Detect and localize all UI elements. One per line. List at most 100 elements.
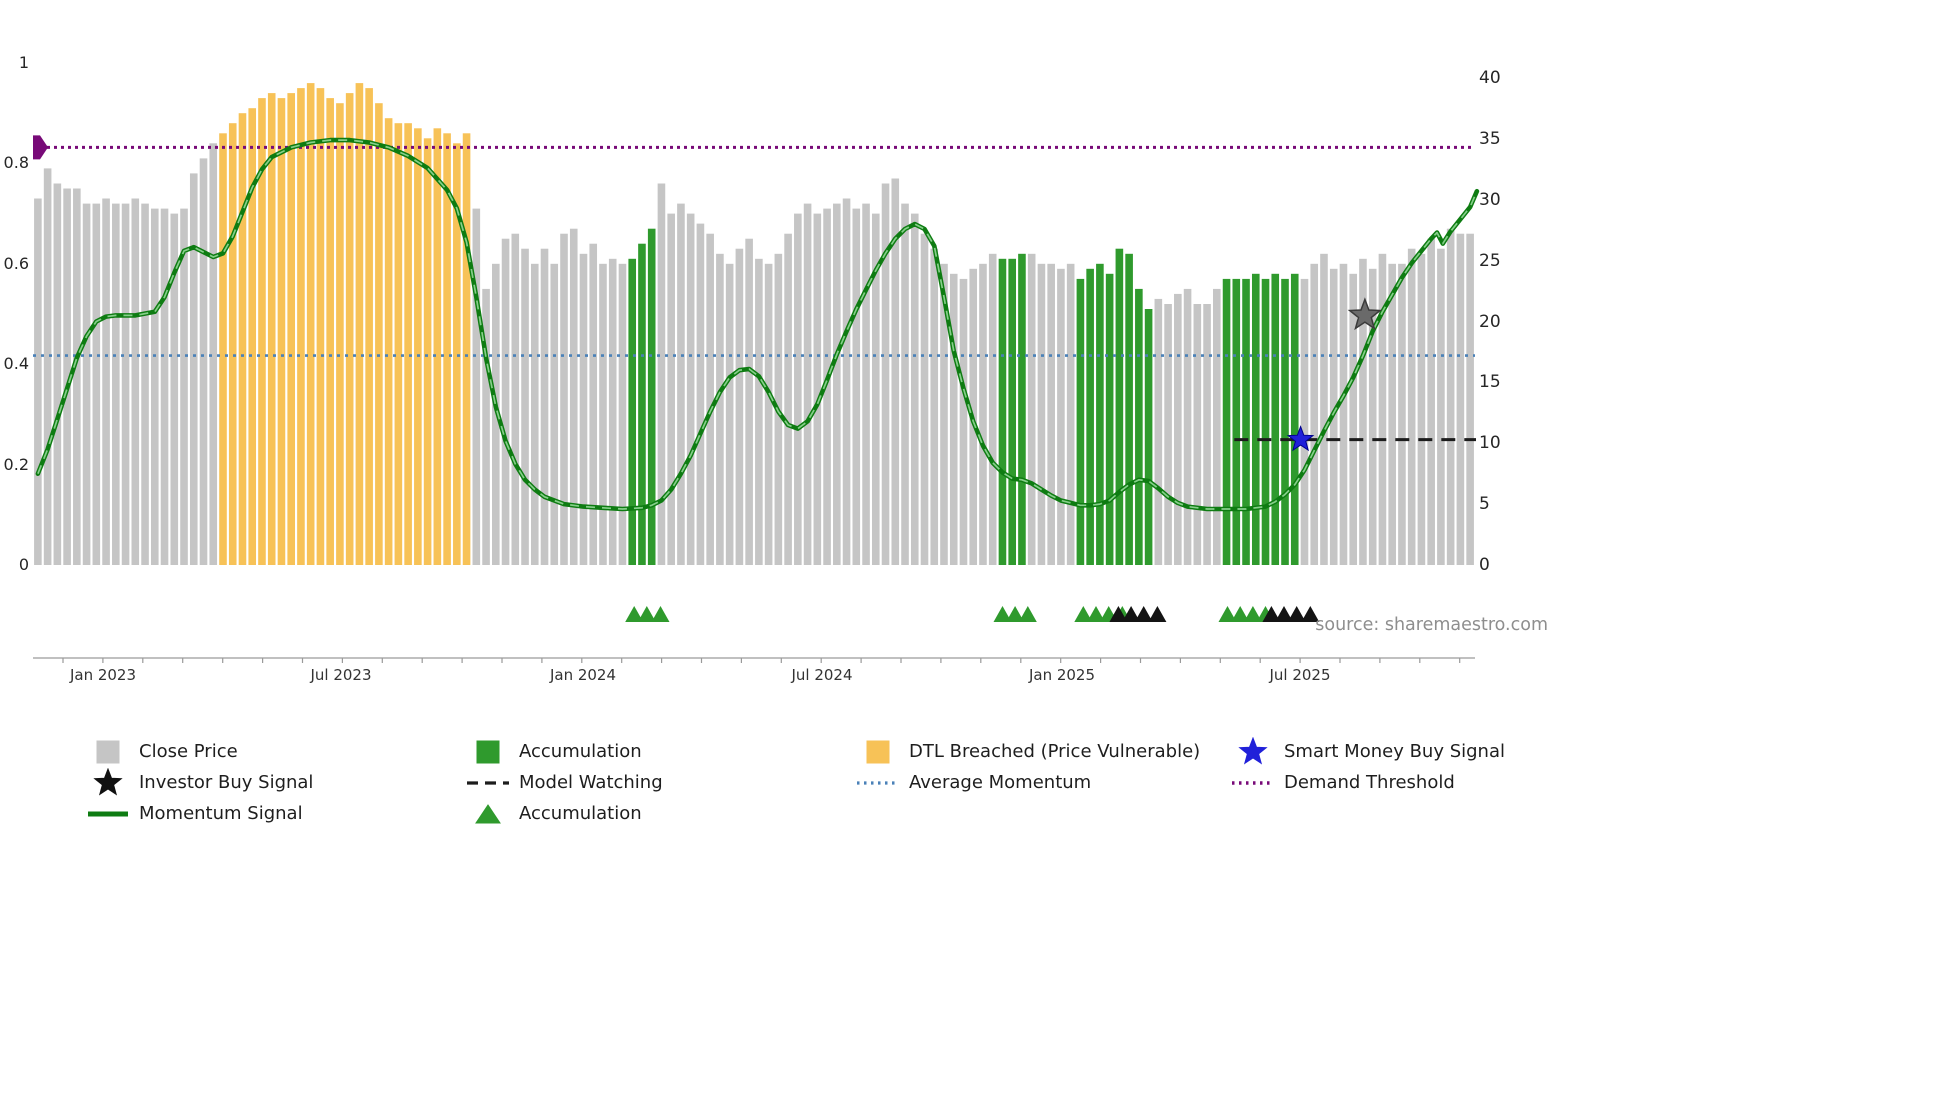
- price-bar: [755, 258, 763, 565]
- price-bar: [180, 208, 188, 565]
- price-bar: [998, 258, 1007, 565]
- price-bar: [219, 133, 227, 566]
- accumulation-triangle: [1006, 606, 1025, 622]
- price-bar: [189, 173, 198, 565]
- smart-money-star-icon: [1238, 736, 1268, 764]
- price-bar: [258, 98, 266, 565]
- price-bar: [1446, 228, 1455, 565]
- price-bar: [550, 263, 559, 565]
- price-bar: [1359, 258, 1367, 565]
- momentum-line-icon: [88, 811, 128, 816]
- price-bar: [131, 198, 140, 565]
- price-bar: [1008, 258, 1016, 565]
- price-bar: [277, 98, 286, 565]
- price-bar: [414, 128, 422, 566]
- price-bar: [1154, 298, 1163, 565]
- legend-label-demand-threshold: Demand Threshold: [1284, 772, 1455, 793]
- price-bar: [1427, 238, 1435, 565]
- price-bar: [336, 103, 344, 565]
- price-bar: [73, 188, 81, 565]
- x-axis-tick-label: Jul 2024: [791, 666, 853, 684]
- y-axis-tick-label: 0: [18, 555, 29, 574]
- average-momentum-dot-icon: [857, 780, 899, 785]
- close-price-swatch: [85, 740, 131, 764]
- price-bar: [43, 168, 52, 565]
- left-axis: 1 0.8 0.6 0.4 0.2 0: [0, 0, 30, 700]
- x-axis-tick-label: Jan 2024: [549, 666, 617, 684]
- price-bar: [979, 263, 987, 565]
- momentum-signal-swatch: [85, 808, 131, 820]
- legend-label-dtl-breached: DTL Breached (Price Vulnerable): [909, 741, 1201, 762]
- x-axis-labels: Jan 2023 Jul 2023 Jan 2024 Jul 2024 Jan 2025…: [0, 666, 1600, 692]
- price-bar: [1076, 278, 1085, 565]
- price-bar: [1222, 278, 1231, 565]
- accumulation-triangle: [1218, 606, 1237, 622]
- legend-label-accumulation-marker: Accumulation: [519, 803, 642, 824]
- price-bar: [423, 138, 432, 566]
- price-bar: [228, 123, 237, 565]
- price-bar: [1310, 263, 1319, 565]
- price-bar: [365, 88, 373, 565]
- price-bar: [248, 108, 257, 565]
- accumulation-swatch: [465, 740, 511, 764]
- price-bar: [1388, 263, 1396, 565]
- price-bar: [628, 258, 637, 565]
- price-bar: [209, 143, 218, 566]
- price-bar: [891, 178, 900, 565]
- price-bar: [482, 288, 490, 565]
- strong-accumulation-triangle: [1109, 606, 1128, 622]
- price-bar: [1174, 293, 1182, 565]
- price-bar: [930, 248, 939, 565]
- price-bar: [160, 208, 169, 565]
- price-bar: [238, 113, 247, 565]
- y2-axis-tick-label: 25: [1479, 250, 1501, 271]
- legend-item-model-watching: Model Watching: [465, 772, 855, 793]
- price-bar: [716, 253, 724, 566]
- price-bar: [355, 83, 364, 565]
- strong-accumulation-triangle: [1148, 606, 1167, 622]
- y2-axis-tick-label: 20: [1479, 311, 1501, 332]
- price-bar: [940, 263, 948, 565]
- price-bar: [170, 213, 179, 565]
- price-bar: [1066, 263, 1075, 565]
- legend-item-dtl-breached: DTL Breached (Price Vulnerable): [855, 740, 1230, 764]
- model-watching-dash-icon: [467, 780, 509, 785]
- price-bar: [852, 208, 861, 565]
- price-bar: [287, 93, 295, 565]
- legend-label-accumulation-bar: Accumulation: [519, 741, 642, 762]
- legend-item-average-momentum: Average Momentum: [855, 772, 1230, 793]
- price-bar: [784, 233, 792, 565]
- price-bar: [949, 273, 958, 565]
- price-bar: [638, 243, 646, 565]
- legend-label-smart-money-buy: Smart Money Buy Signal: [1284, 741, 1505, 762]
- accumulation-triangle: [1231, 606, 1250, 622]
- price-bar: [764, 263, 773, 565]
- y-axis-tick-label: 1: [18, 53, 29, 72]
- strong-accumulation-triangle: [1262, 606, 1281, 622]
- price-bar: [1027, 253, 1036, 566]
- legend-label-close-price: Close Price: [139, 741, 238, 762]
- price-bar: [1115, 248, 1124, 565]
- price-bar: [1213, 288, 1221, 565]
- price-bar: [511, 233, 520, 565]
- price-bar: [297, 88, 305, 565]
- price-bar: [1398, 263, 1406, 565]
- price-bar: [599, 263, 607, 565]
- price-bar: [725, 263, 734, 565]
- y-axis-tick-label: 0.4: [3, 354, 29, 374]
- price-bar: [394, 123, 403, 565]
- price-bar: [959, 278, 968, 565]
- price-bar: [823, 208, 831, 565]
- price-bar: [1203, 304, 1211, 565]
- price-bar: [443, 133, 451, 566]
- price-bar: [677, 203, 685, 565]
- y2-axis-tick-label: 35: [1479, 128, 1501, 149]
- price-bar: [667, 213, 675, 565]
- strong-accumulation-triangle: [1287, 606, 1306, 622]
- legend-label-average-momentum: Average Momentum: [909, 772, 1092, 793]
- y2-axis-tick-label: 5: [1479, 494, 1490, 515]
- legend-item-accumulation-bar: Accumulation: [465, 740, 855, 764]
- price-bar: [326, 98, 334, 565]
- price-bar: [881, 183, 890, 565]
- average-momentum-swatch: [855, 777, 901, 789]
